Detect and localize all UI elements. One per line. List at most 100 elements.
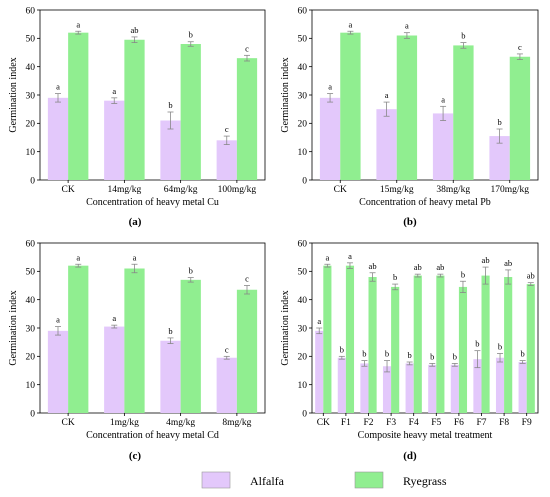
bar-ryegrass — [236, 58, 258, 180]
bar-ryegrass — [68, 265, 89, 413]
significance-label-ryegrass: b — [461, 269, 465, 279]
y-tick-label: 50 — [298, 268, 308, 278]
significance-label-alfalfa: a — [385, 90, 389, 100]
chart-panel-c: 0 10 20 30 40 50 60 Germination index Concentrat… — [8, 239, 266, 462]
y-axis-label: Germination index — [8, 57, 19, 132]
chart-panel-a: 0 10 20 30 40 50 60 Germination index Concentrat… — [8, 6, 266, 228]
bar-alfalfa — [47, 97, 69, 180]
bar-alfalfa — [360, 363, 369, 413]
x-tick-label: F1 — [341, 418, 351, 428]
y-tick-label: 40 — [298, 63, 308, 73]
bar-ryegrass — [453, 45, 474, 180]
x-axis-label: Concentration of heavy metal Cu — [86, 197, 219, 208]
significance-label-ryegrass: ab — [414, 262, 422, 272]
y-tick-label: 10 — [26, 148, 36, 158]
significance-label-alfalfa: a — [56, 82, 60, 92]
y-tick-label: 20 — [26, 120, 36, 130]
x-tick-label: 38mg/kg — [436, 185, 470, 195]
significance-label-ryegrass: ab — [369, 261, 377, 271]
legend-label-alfalfa: Alfalfa — [250, 474, 285, 488]
y-tick-label: 10 — [298, 148, 308, 158]
significance-label-ryegrass: c — [245, 274, 249, 284]
y-tick-label: 50 — [26, 35, 36, 45]
y-tick-label: 40 — [26, 63, 36, 73]
significance-label-alfalfa: b — [168, 100, 172, 110]
significance-label-alfalfa: a — [112, 313, 116, 323]
x-tick-label: CK — [317, 418, 330, 428]
y-tick-label: 30 — [26, 324, 36, 334]
y-tick-label: 40 — [26, 296, 36, 306]
x-tick-label: F3 — [386, 418, 396, 428]
y-tick-label: 60 — [298, 6, 308, 16]
bar-ryegrass — [509, 56, 531, 180]
bar-ryegrass — [368, 277, 377, 413]
significance-label-alfalfa: b — [475, 339, 479, 349]
y-tick-label: 50 — [298, 35, 308, 45]
significance-label-ryegrass: a — [349, 19, 353, 29]
significance-label-ryegrass: a — [76, 19, 80, 29]
x-tick-label: F4 — [409, 418, 419, 428]
x-tick-label: 4mg/kg — [166, 418, 195, 428]
significance-label-alfalfa: b — [408, 350, 412, 360]
bar-ryegrass — [323, 265, 332, 413]
y-tick-label: 50 — [26, 268, 36, 278]
x-tick-label: F6 — [454, 418, 464, 428]
x-tick-label: 8mg/kg — [222, 418, 251, 428]
x-tick-label: 14mg/kg — [107, 185, 141, 195]
significance-label-ryegrass: a — [405, 21, 409, 31]
bar-ryegrass — [526, 284, 535, 413]
bar-alfalfa — [405, 363, 414, 413]
legend: Alfalfa Ryegrass — [201, 471, 447, 489]
significance-label-alfalfa: b — [521, 349, 525, 359]
bar-alfalfa — [450, 364, 459, 413]
significance-label-alfalfa: b — [362, 349, 366, 359]
y-tick-label: 0 — [30, 176, 35, 186]
bar-ryegrass — [124, 39, 145, 180]
significance-label-alfalfa: b — [498, 342, 502, 352]
significance-label-alfalfa: b — [168, 326, 172, 336]
significance-label-ryegrass: c — [518, 42, 522, 52]
panel-label: (a) — [129, 216, 142, 228]
bar-ryegrass — [124, 268, 145, 413]
significance-label-alfalfa: b — [385, 349, 389, 359]
panel-label: (b) — [403, 216, 417, 228]
panel-label: (c) — [129, 450, 142, 462]
significance-label-alfalfa: a — [441, 94, 445, 104]
significance-label-ryegrass: ab — [504, 258, 512, 268]
x-tick-label: 1mg/kg — [110, 418, 139, 428]
legend-label-ryegrass: Ryegrass — [403, 474, 447, 488]
significance-label-alfalfa: a — [56, 315, 60, 325]
y-tick-label: 60 — [26, 239, 36, 249]
bar-alfalfa — [160, 120, 181, 180]
bar-ryegrass — [436, 275, 445, 413]
bar-ryegrass — [345, 265, 355, 413]
x-tick-label: F7 — [476, 418, 486, 428]
significance-label-alfalfa: a — [328, 82, 332, 92]
bar-alfalfa — [489, 136, 510, 180]
bar-ryegrass — [458, 286, 468, 413]
x-tick-label: F2 — [363, 418, 373, 428]
x-tick-label: 170mg/kg — [490, 185, 529, 195]
y-tick-label: 30 — [26, 91, 36, 101]
y-axis-label: Germination index — [280, 57, 291, 132]
significance-label-alfalfa: c — [225, 344, 229, 354]
significance-label-ryegrass: b — [189, 30, 193, 40]
significance-label-ryegrass: ab — [527, 271, 535, 281]
bar-alfalfa — [315, 330, 324, 413]
significance-label-alfalfa: b — [453, 351, 457, 361]
bar-alfalfa — [432, 113, 454, 180]
y-axis-label: Germination index — [8, 290, 19, 365]
x-tick-label: F8 — [499, 418, 509, 428]
bar-ryegrass — [391, 286, 400, 413]
y-tick-label: 0 — [302, 176, 307, 186]
bar-alfalfa — [518, 362, 527, 413]
bar-alfalfa — [104, 326, 125, 413]
significance-label-ryegrass: b — [461, 31, 465, 41]
y-tick-label: 30 — [298, 324, 308, 334]
bar-ryegrass — [180, 44, 201, 180]
x-tick-label: CK — [334, 185, 347, 195]
bar-alfalfa — [216, 357, 237, 413]
bar-alfalfa — [319, 97, 341, 180]
y-tick-label: 40 — [298, 296, 308, 306]
